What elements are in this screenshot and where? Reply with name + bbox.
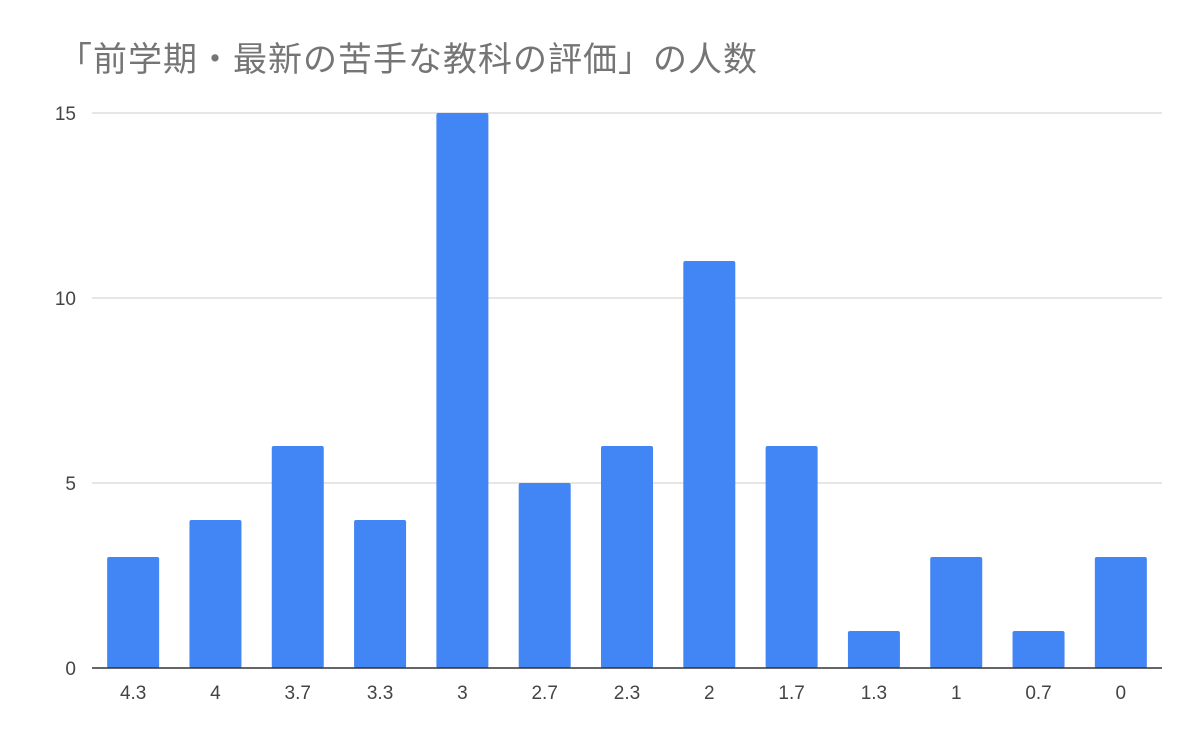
x-tick-label: 1.3 xyxy=(861,683,887,704)
bar-2.7 xyxy=(518,483,571,668)
bar-3 xyxy=(436,113,489,668)
x-tick-label: 2.7 xyxy=(531,683,557,704)
bar-2 xyxy=(683,261,736,668)
bar-4.3 xyxy=(107,557,160,668)
x-tick-label: 0.7 xyxy=(1025,683,1051,704)
x-tick-label: 3 xyxy=(457,683,468,704)
bar-3.7 xyxy=(271,446,324,668)
bar-0.7 xyxy=(1012,631,1065,668)
bars xyxy=(107,113,1147,668)
x-tick-label: 3.7 xyxy=(285,683,311,704)
y-tick-label: 15 xyxy=(55,104,76,125)
tick-labels: 0 5 10 15 4.3 4 3.7 3.3 3 2.7 2.3 2 1.7 1.3 1 0.7 0 xyxy=(55,104,1126,704)
y-tick-label: 5 xyxy=(65,474,76,495)
chart-title: 「前学期・最新の苦手な教科の評価」の人数 xyxy=(58,40,758,80)
bar-2.3 xyxy=(601,446,653,668)
y-tick-label: 10 xyxy=(55,289,76,310)
bar-4 xyxy=(189,520,242,668)
bar-0 xyxy=(1094,557,1147,668)
x-tick-label: 4 xyxy=(210,683,221,704)
x-tick-label: 1.7 xyxy=(778,683,804,704)
x-tick-label: 4.3 xyxy=(120,683,146,704)
x-tick-label: 2.3 xyxy=(614,683,640,704)
y-tick-label: 0 xyxy=(65,659,76,680)
bar-1.7 xyxy=(765,446,818,668)
x-tick-label: 2 xyxy=(704,683,715,704)
bar-1.3 xyxy=(847,631,900,668)
x-tick-label: 1 xyxy=(951,683,962,704)
x-tick-label: 0 xyxy=(1116,683,1127,704)
bar-1 xyxy=(930,557,983,668)
gridlines xyxy=(92,112,1162,484)
bar-3.3 xyxy=(354,520,407,668)
x-tick-label: 3.3 xyxy=(367,683,393,704)
